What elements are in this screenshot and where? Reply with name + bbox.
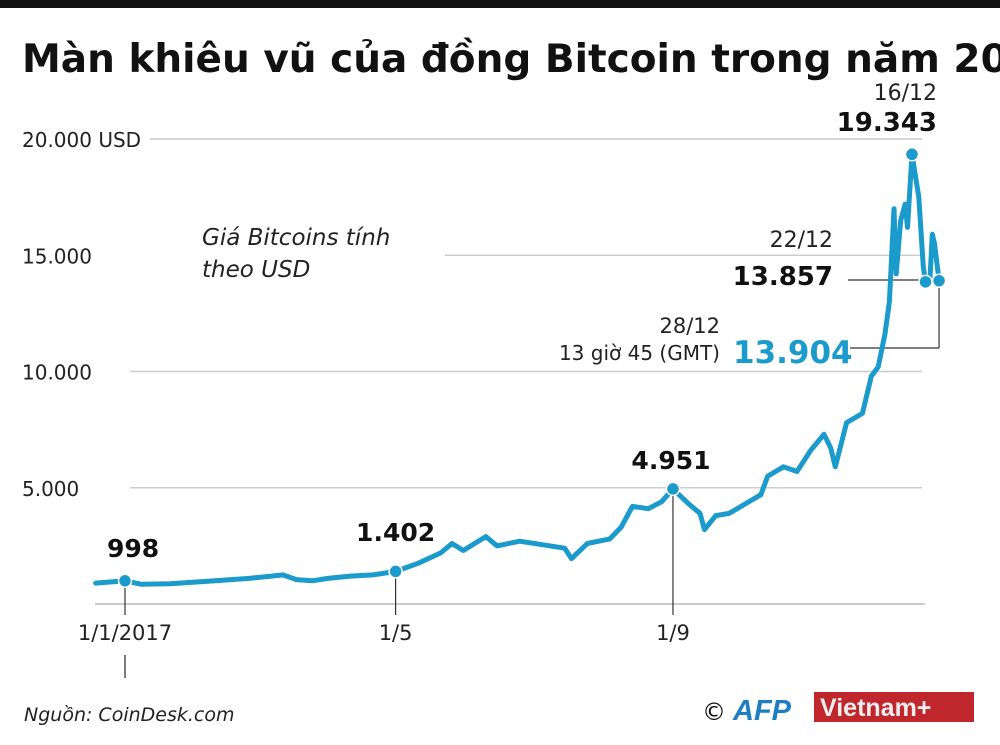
- chart-subtitle-line1: Giá Bitcoins tính: [202, 225, 390, 251]
- annotation-time: 13 giờ 45 (GMT): [559, 341, 720, 365]
- afp-logo: AFP: [732, 695, 792, 727]
- annotation-value: 998: [107, 534, 159, 563]
- x-tick-label: 1/1/2017: [78, 621, 172, 645]
- annotation-value: 19.343: [837, 108, 937, 138]
- annotation-value: 1.402: [356, 518, 435, 547]
- annotation-dot: [388, 564, 403, 579]
- x-tick-label: 1/9: [656, 621, 690, 645]
- y-tick-label: 5.000: [22, 477, 79, 501]
- annotation-dot: [904, 147, 920, 162]
- vietnamplus-logo-text: Vietnam+: [820, 694, 931, 722]
- annotation-date: 28/12: [659, 314, 720, 338]
- annotation-dot: [117, 573, 133, 589]
- y-tick-label: 15.000: [22, 244, 92, 268]
- annotation-date: 16/12: [874, 81, 937, 106]
- annotation-value: 13.857: [733, 262, 833, 292]
- price-series-line: [93, 151, 942, 587]
- x-tick-label: 1/5: [379, 621, 413, 645]
- annotation-dot: [918, 274, 933, 290]
- annotation-dot: [931, 273, 947, 288]
- source-note: Nguồn: CoinDesk.com: [24, 704, 234, 726]
- vietnamplus-logo: [814, 692, 974, 722]
- y-tick-label: 20.000 USD: [22, 128, 141, 152]
- top-bar: [0, 0, 1000, 8]
- annotation-value-current: 13.904: [733, 335, 853, 371]
- y-tick-label: 10.000: [22, 361, 92, 385]
- chart-subtitle-line2: theo USD: [202, 257, 310, 283]
- annotation-dot: [665, 481, 681, 497]
- copyright-symbol: ©: [702, 698, 726, 726]
- annotation-value: 4.951: [631, 446, 710, 475]
- chart-title: Màn khiêu vũ của đồng Bitcoin trong năm …: [22, 37, 1000, 82]
- annotation-date: 22/12: [770, 228, 833, 253]
